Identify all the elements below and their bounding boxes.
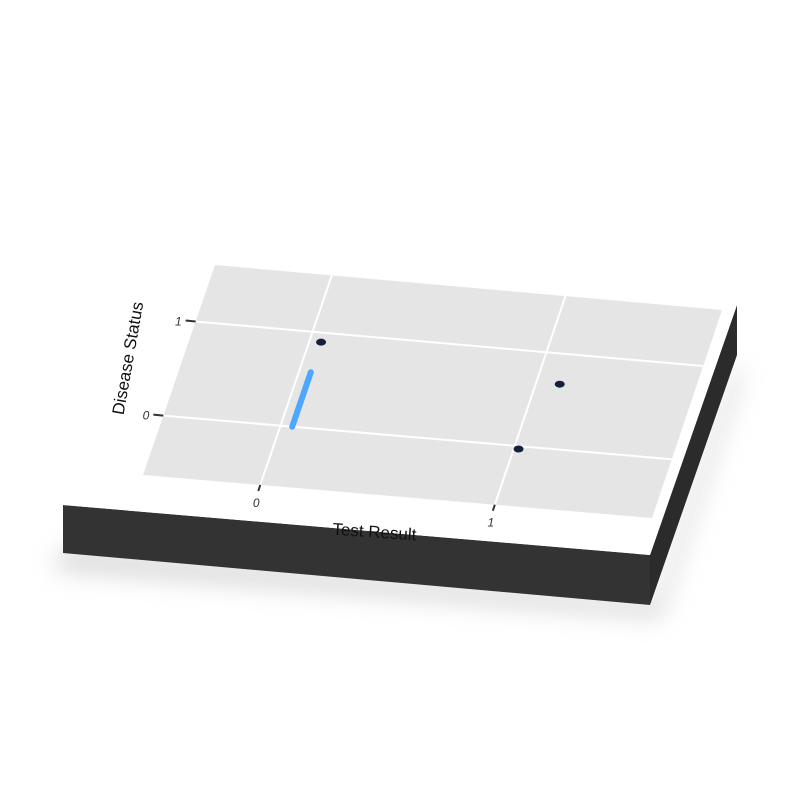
grid-line-x-1 [493,295,567,506]
grid-line-y-1 [195,320,704,367]
axis-ticks [153,319,496,512]
y-tick-label-0: 0 [143,409,150,423]
slab-front-face [63,505,650,605]
x-tick-label-1: 1 [487,516,494,530]
data-point-2 [513,445,524,453]
data-point-1 [554,380,565,388]
grid-line-y-0 [163,414,672,461]
x-tick-label-0: 0 [253,496,260,510]
slab-side-face [650,305,737,605]
x-tick-mark-1 [491,504,496,512]
chart-marks [289,338,565,453]
plot-panel [143,265,722,518]
y-tick-mark-0 [153,413,164,417]
line-segment-0 [289,369,314,430]
grid-lines [163,275,704,506]
x-tick-mark-0 [257,484,262,492]
y-tick-label-1: 1 [175,315,182,329]
y-tick-mark-1 [185,319,196,323]
data-point-0 [316,338,327,346]
grid-line-x-0 [259,275,333,486]
